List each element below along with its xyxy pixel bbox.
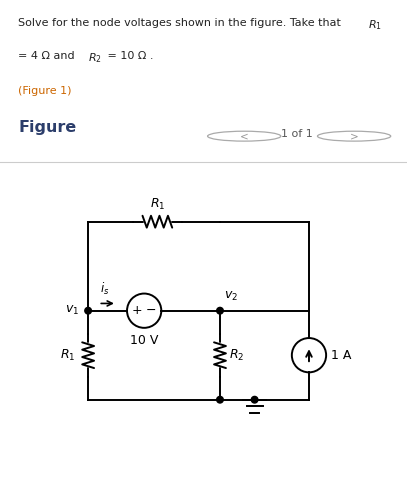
Text: $v_1$: $v_1$ <box>65 304 79 317</box>
Text: 1 A: 1 A <box>331 349 352 362</box>
Text: = 4 Ω and: = 4 Ω and <box>18 51 79 61</box>
Text: (Figure 1): (Figure 1) <box>18 86 72 96</box>
Text: −: − <box>146 304 157 317</box>
Circle shape <box>251 397 258 403</box>
Circle shape <box>85 308 92 314</box>
Text: $R_1$: $R_1$ <box>368 18 382 31</box>
Circle shape <box>217 308 223 314</box>
Text: 1 of 1: 1 of 1 <box>281 129 313 139</box>
Text: Figure: Figure <box>18 120 77 135</box>
Text: $R_1$: $R_1$ <box>150 197 165 213</box>
Text: +: + <box>131 304 142 317</box>
Text: Solve for the node voltages shown in the figure. Take that: Solve for the node voltages shown in the… <box>18 18 345 28</box>
Text: $i_s$: $i_s$ <box>100 281 109 297</box>
Text: $R_1$: $R_1$ <box>60 348 76 363</box>
Text: $R_2$: $R_2$ <box>229 348 245 363</box>
Text: 10 V: 10 V <box>130 335 158 347</box>
Circle shape <box>217 397 223 403</box>
Text: $R_2$: $R_2$ <box>88 51 101 65</box>
Text: <: < <box>240 131 249 141</box>
Text: = 10 Ω .: = 10 Ω . <box>104 51 153 61</box>
Text: >: > <box>350 131 359 141</box>
Text: $v_2$: $v_2$ <box>224 290 238 304</box>
